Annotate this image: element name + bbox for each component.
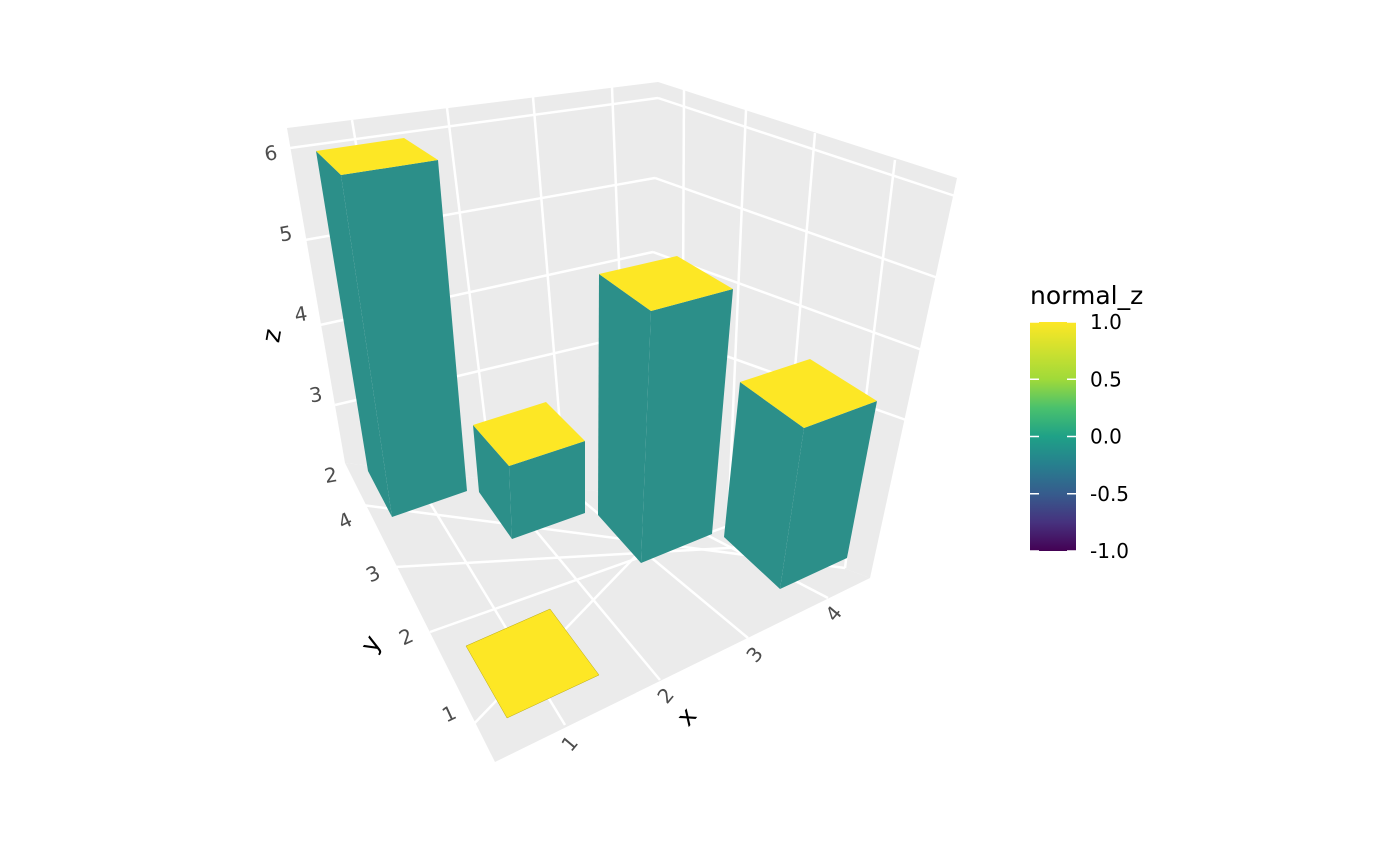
legend-title: normal_z (1030, 281, 1143, 310)
x-tick-label: 2 (652, 683, 679, 708)
bar-side (598, 274, 651, 563)
legend: normal_z 1.0 0.5 0.0 -0.5 -1.0 (1030, 281, 1143, 563)
bar-x2-y4 (473, 402, 585, 539)
bar-top (465, 608, 600, 719)
legend-label: -1.0 (1090, 539, 1129, 563)
bar-side (780, 401, 877, 589)
y-tick-label: 2 (395, 623, 417, 650)
bars (316, 138, 877, 719)
z-axis-title: z (256, 327, 287, 345)
legend-label: 0.5 (1090, 367, 1122, 391)
x-tick-label: 1 (556, 731, 583, 756)
y-axis-title: y (354, 630, 387, 657)
z-tick-label: 3 (307, 382, 324, 408)
legend-label: 0.0 (1090, 425, 1122, 449)
bar-x1-y4 (316, 138, 467, 517)
y-tick-label: 4 (334, 507, 356, 534)
bar-side (316, 151, 392, 517)
z-tick-label: 4 (292, 301, 309, 327)
bar-side (509, 441, 585, 539)
legend-label: 1.0 (1090, 310, 1122, 334)
bar-side (341, 160, 467, 517)
bar-x4-y4 (724, 359, 877, 589)
z-tick-labels: 2 3 4 5 6 (262, 140, 339, 488)
bar-top (473, 402, 585, 466)
legend-label: -0.5 (1090, 482, 1129, 506)
z-tick-label: 2 (322, 462, 339, 488)
z-tick-label: 6 (262, 140, 279, 166)
bar-side (724, 382, 804, 589)
y-tick-label: 3 (362, 560, 384, 587)
legend-ticks: 1.0 0.5 0.0 -0.5 -1.0 (1030, 310, 1129, 563)
x-tick-label: 4 (820, 601, 847, 626)
bar-side (473, 425, 512, 539)
bar-top (599, 256, 733, 311)
bar-x1-y1 (465, 608, 600, 719)
z-tick-label: 5 (277, 221, 294, 247)
bar-top (740, 359, 877, 428)
bar-side (641, 289, 733, 563)
x-axis-title: x (671, 702, 703, 732)
bar-x3-y4 (598, 256, 733, 563)
bar-top (316, 138, 438, 175)
y-tick-label: 1 (438, 700, 460, 727)
x-tick-label: 3 (741, 642, 768, 667)
